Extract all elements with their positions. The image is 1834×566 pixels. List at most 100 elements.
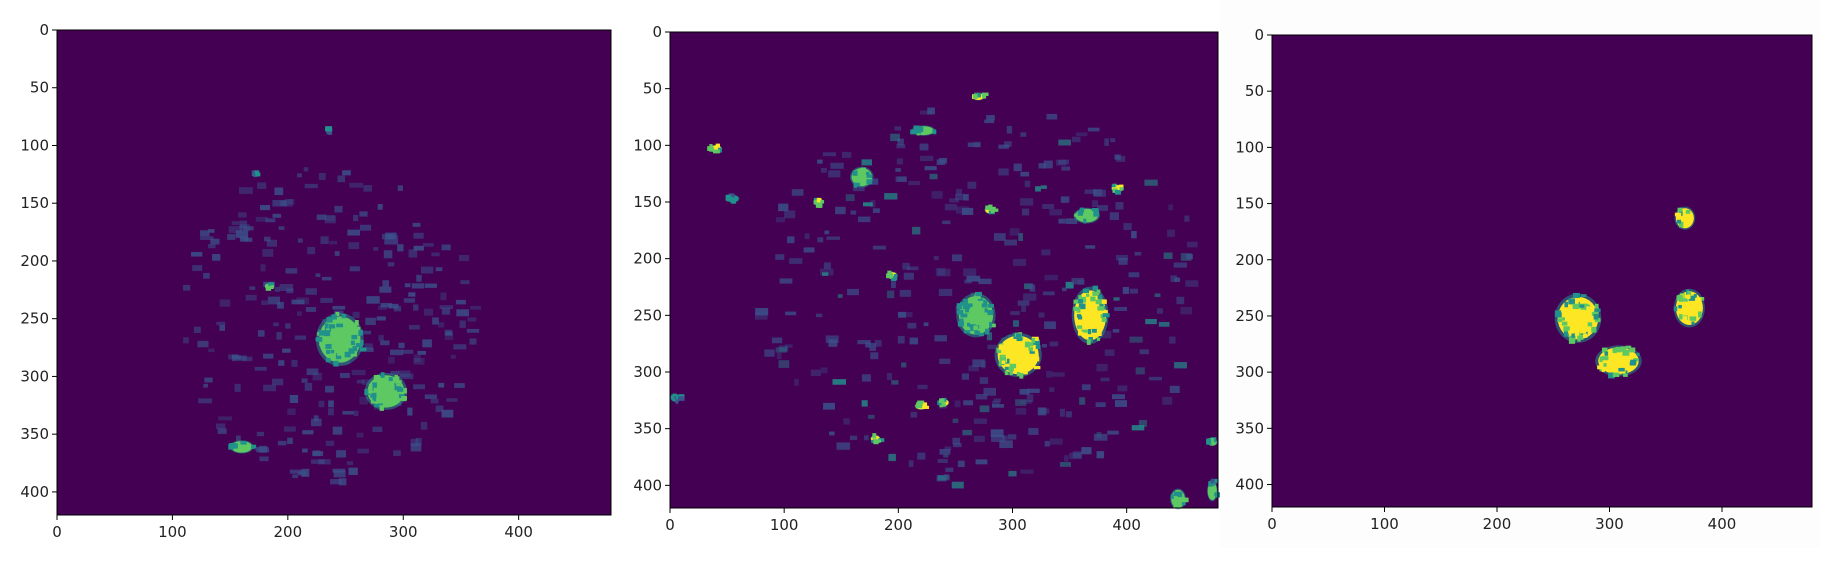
- blob-pixel: [270, 285, 274, 290]
- noise-pixel: [891, 380, 899, 385]
- noise-pixel: [212, 253, 221, 261]
- noise-pixel: [357, 448, 369, 454]
- noise-pixel: [938, 288, 953, 297]
- noise-pixel: [349, 266, 360, 272]
- noise-pixel: [1167, 229, 1175, 237]
- blob-pixel: [675, 399, 679, 404]
- noise-pixel: [843, 418, 850, 425]
- noise-pixel: [1021, 305, 1027, 313]
- blob-pixel: [999, 357, 1007, 363]
- blob-pixel: [1073, 299, 1079, 304]
- noise-pixel: [776, 217, 785, 223]
- noise-pixel: [453, 344, 467, 350]
- noise-pixel: [1044, 274, 1058, 281]
- x-tick-label: 300: [998, 516, 1027, 534]
- noise-pixel: [1027, 388, 1040, 393]
- noise-pixel: [1081, 384, 1091, 391]
- noise-pixel: [318, 400, 325, 408]
- noise-pixel: [1044, 440, 1050, 447]
- blob-pixel: [1674, 212, 1682, 217]
- noise-pixel: [416, 274, 422, 282]
- noise-pixel: [1065, 281, 1074, 289]
- noise-pixel: [919, 155, 934, 162]
- noise-pixel: [998, 144, 1009, 149]
- noise-pixel: [441, 244, 451, 251]
- blob-pixel: [1095, 299, 1103, 305]
- blob-pixel: [1027, 342, 1034, 347]
- blob-pixel: [1572, 292, 1580, 299]
- noise-pixel: [963, 194, 969, 201]
- noise-pixel: [455, 299, 466, 305]
- x-tick-label: 300: [1595, 515, 1624, 533]
- y-tick-label: 350: [633, 420, 662, 438]
- noise-pixel: [778, 203, 789, 212]
- noise-pixel: [907, 322, 917, 329]
- heatmap-1-svg: 0 100 200 300 400 0 50 100 150 200 250 300 350 400: [20, 21, 612, 541]
- noise-pixel: [890, 281, 896, 288]
- blob-pixel: [1177, 491, 1183, 498]
- noise-pixel: [1035, 186, 1041, 192]
- y-tick-label: 50: [643, 80, 662, 98]
- noise-pixel: [1084, 189, 1097, 194]
- heatmap-2-svg: 0 100 200 300 400 0 50 100 150 200 250 300 350 400: [633, 23, 1221, 534]
- noise-pixel: [1093, 433, 1108, 441]
- noise-pixel: [1131, 230, 1137, 239]
- intensity-blob: [1674, 206, 1696, 230]
- noise-pixel: [920, 110, 933, 115]
- noise-pixel: [438, 382, 445, 388]
- blob-pixel: [1009, 363, 1017, 369]
- blob-pixel: [1673, 306, 1678, 312]
- blob-pixel: [1602, 356, 1609, 361]
- noise-pixel: [456, 309, 469, 317]
- noise-pixel: [321, 276, 332, 281]
- noise-pixel: [1013, 320, 1019, 327]
- noise-pixel: [828, 339, 838, 347]
- blob-pixel: [1088, 336, 1093, 343]
- blob-pixel: [403, 388, 407, 394]
- blob-pixel: [1092, 291, 1098, 296]
- blob-pixel: [981, 303, 988, 308]
- noise-pixel: [306, 368, 319, 376]
- noise-pixel: [999, 440, 1013, 449]
- noise-pixel: [424, 283, 437, 288]
- noise-pixel: [440, 292, 447, 301]
- noise-pixel: [219, 324, 226, 331]
- y-tick-label: 400: [20, 483, 49, 501]
- x-tick-label: 200: [884, 516, 913, 534]
- blob-pixel: [358, 329, 363, 336]
- noise-pixel: [257, 182, 267, 189]
- x-tick-label: 400: [504, 523, 533, 541]
- blob-pixel: [1031, 336, 1039, 341]
- blob-pixel: [1101, 299, 1107, 304]
- blob-pixel: [820, 200, 825, 204]
- blob-pixel: [1685, 210, 1691, 214]
- noise-pixel: [263, 384, 277, 392]
- noise-pixel: [393, 450, 401, 456]
- y-tick-label: 350: [1235, 419, 1264, 437]
- noise-pixel: [388, 356, 395, 364]
- noise-pixel: [993, 398, 1001, 403]
- noise-pixel: [454, 383, 465, 388]
- noise-pixel: [961, 373, 970, 380]
- blob-pixel: [1681, 298, 1688, 302]
- noise-pixel: [825, 335, 839, 343]
- blob-pixel: [671, 394, 675, 400]
- axes-frame: [56, 29, 612, 516]
- blob-pixel: [966, 322, 971, 327]
- blob-pixel: [963, 303, 970, 310]
- blob-pixel: [1586, 306, 1590, 313]
- blob-pixel: [1577, 336, 1581, 342]
- noise-pixel: [975, 394, 988, 400]
- noise-pixel: [778, 345, 789, 352]
- noise-pixel: [1138, 419, 1148, 427]
- noise-pixel: [182, 284, 191, 291]
- blob-pixel: [1004, 366, 1011, 370]
- noise-pixel: [183, 337, 189, 344]
- noise-pixel: [219, 299, 231, 307]
- noise-pixel: [857, 216, 871, 223]
- noise-pixel: [243, 226, 254, 231]
- noise-pixel: [444, 329, 453, 336]
- blob-pixel: [863, 170, 869, 175]
- blob-pixel: [1594, 303, 1599, 309]
- blob-pixel: [1029, 350, 1035, 354]
